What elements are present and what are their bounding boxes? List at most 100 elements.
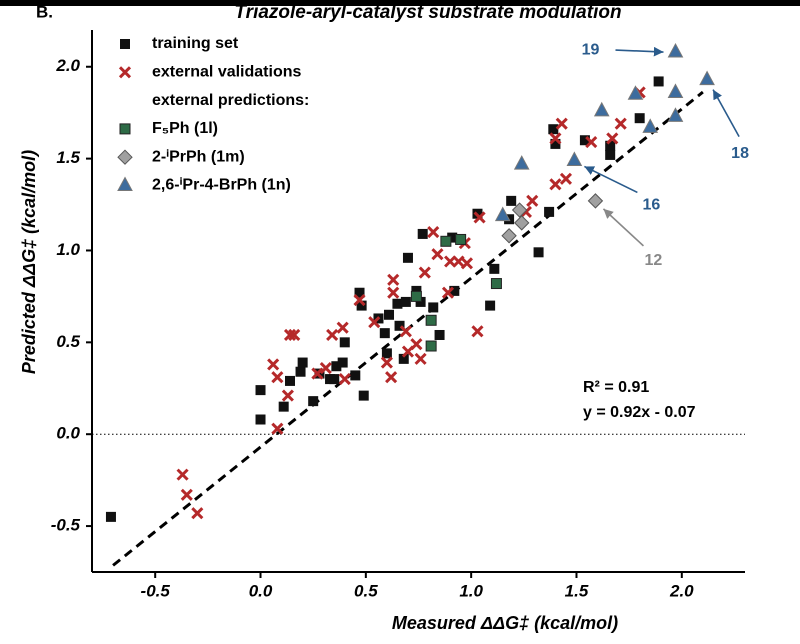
point xyxy=(417,228,428,239)
point xyxy=(627,85,644,100)
point xyxy=(295,366,306,377)
point xyxy=(431,248,444,261)
point xyxy=(358,390,369,401)
point xyxy=(550,138,561,149)
point xyxy=(511,202,528,218)
x-tick-label: 0.5 xyxy=(354,581,378,600)
point xyxy=(414,352,427,365)
point xyxy=(350,370,361,381)
legend-marker xyxy=(120,39,130,49)
x-axis-label: Measured ΔΔG‡ (kcal/mol) xyxy=(392,613,618,633)
point xyxy=(494,206,511,222)
stat-text: R² = 0.91 xyxy=(583,379,649,396)
point xyxy=(614,117,627,130)
point xyxy=(285,375,296,386)
point xyxy=(331,361,342,372)
point xyxy=(288,328,301,342)
point xyxy=(434,329,445,340)
point xyxy=(514,215,530,231)
legend-marker xyxy=(117,149,133,165)
annotation: 19 xyxy=(582,41,600,58)
point xyxy=(308,396,319,407)
point xyxy=(533,247,544,258)
point xyxy=(354,287,365,298)
point xyxy=(605,149,616,160)
top-bar xyxy=(0,0,800,6)
point xyxy=(526,194,539,207)
point xyxy=(385,371,398,384)
point xyxy=(473,211,486,224)
point xyxy=(427,226,440,239)
point xyxy=(471,325,484,338)
point xyxy=(548,124,559,135)
point xyxy=(255,414,266,425)
point xyxy=(387,273,400,286)
point xyxy=(653,76,664,87)
point xyxy=(337,357,348,368)
point xyxy=(460,257,474,270)
legend-label: 2-ⁱPrPh (1m) xyxy=(152,148,245,165)
point xyxy=(400,296,411,307)
point xyxy=(549,132,562,145)
point xyxy=(555,117,568,130)
point xyxy=(191,507,204,520)
point xyxy=(447,232,458,243)
point xyxy=(425,340,437,352)
point xyxy=(278,401,289,412)
point xyxy=(356,300,367,311)
point xyxy=(425,314,437,326)
annotation-arrow xyxy=(712,89,740,137)
point xyxy=(297,357,308,368)
point xyxy=(381,348,392,359)
point xyxy=(283,328,297,342)
point xyxy=(441,286,455,299)
x-tick-label: -0.5 xyxy=(141,581,171,600)
annotation-arrow xyxy=(602,208,644,247)
point xyxy=(319,362,332,375)
point xyxy=(418,266,431,279)
point xyxy=(667,107,684,122)
point xyxy=(410,338,423,351)
point xyxy=(585,136,598,149)
annotation-arrow xyxy=(584,165,638,194)
point xyxy=(549,178,562,191)
x-tick-label: 1.5 xyxy=(565,581,589,600)
panel-label: B. xyxy=(36,2,53,21)
point xyxy=(485,300,496,311)
point xyxy=(387,286,400,299)
point xyxy=(452,255,465,268)
chart-title: Triazole-aryl-catalyst substrate modulat… xyxy=(234,2,621,23)
legend-label: training set xyxy=(152,35,239,52)
point xyxy=(329,374,340,385)
point xyxy=(380,356,393,369)
legend-marker xyxy=(119,123,131,135)
legend-marker xyxy=(117,176,133,191)
point xyxy=(579,135,590,146)
point xyxy=(336,321,349,334)
point xyxy=(368,316,381,329)
point xyxy=(544,206,555,217)
point xyxy=(379,328,390,339)
annotation: 16 xyxy=(642,197,660,214)
point xyxy=(415,296,426,307)
x-tick-label: 2.0 xyxy=(669,581,694,600)
annotation: 18 xyxy=(731,145,749,162)
point xyxy=(392,298,403,309)
annotation: 12 xyxy=(645,252,663,269)
y-tick-label: 0.0 xyxy=(56,424,80,443)
stat-text: y = 0.92x - 0.07 xyxy=(583,404,696,421)
legend-marker xyxy=(118,66,132,79)
point xyxy=(353,294,366,307)
y-tick-label: 2.0 xyxy=(55,56,80,75)
point xyxy=(634,113,645,124)
point xyxy=(271,422,284,435)
point xyxy=(411,285,422,296)
point xyxy=(398,353,409,364)
point xyxy=(384,309,395,320)
point xyxy=(559,172,573,185)
point xyxy=(410,290,422,302)
point xyxy=(490,278,502,290)
point xyxy=(642,118,659,133)
y-tick-label: 1.5 xyxy=(56,148,80,167)
